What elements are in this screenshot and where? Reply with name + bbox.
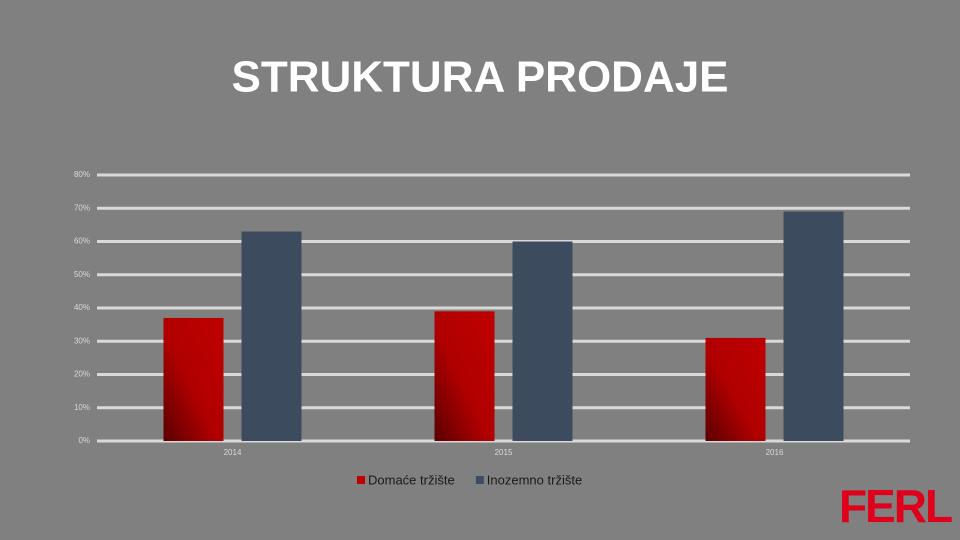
bar (241, 231, 302, 441)
y-tick-label: 20% (74, 370, 90, 379)
legend-swatch (357, 476, 365, 484)
legend-label: Inozemno tržište (487, 472, 582, 487)
bar (163, 317, 224, 441)
y-tick-label: 50% (74, 270, 90, 279)
legend-swatch (475, 476, 484, 484)
x-tick-label: 2015 (495, 448, 513, 457)
x-tick-label: 2016 (766, 448, 784, 457)
y-tick-label: 40% (74, 303, 90, 312)
y-tick-label: 0% (78, 436, 90, 445)
y-tick-label: 30% (74, 336, 90, 345)
bar (434, 311, 495, 441)
bar (783, 211, 844, 441)
x-tick-label: 2014 (224, 448, 242, 457)
chart-title: STRUKTURA PRODAJE (231, 53, 728, 102)
bar (512, 241, 573, 441)
y-tick-label: 80% (74, 170, 90, 179)
bar (705, 337, 766, 441)
y-tick-label: 10% (74, 403, 90, 412)
y-tick-label: 70% (74, 203, 90, 212)
legend-label: Domaće tržište (368, 472, 455, 487)
y-tick-label: 60% (74, 237, 90, 246)
logo: FERL (839, 480, 952, 532)
